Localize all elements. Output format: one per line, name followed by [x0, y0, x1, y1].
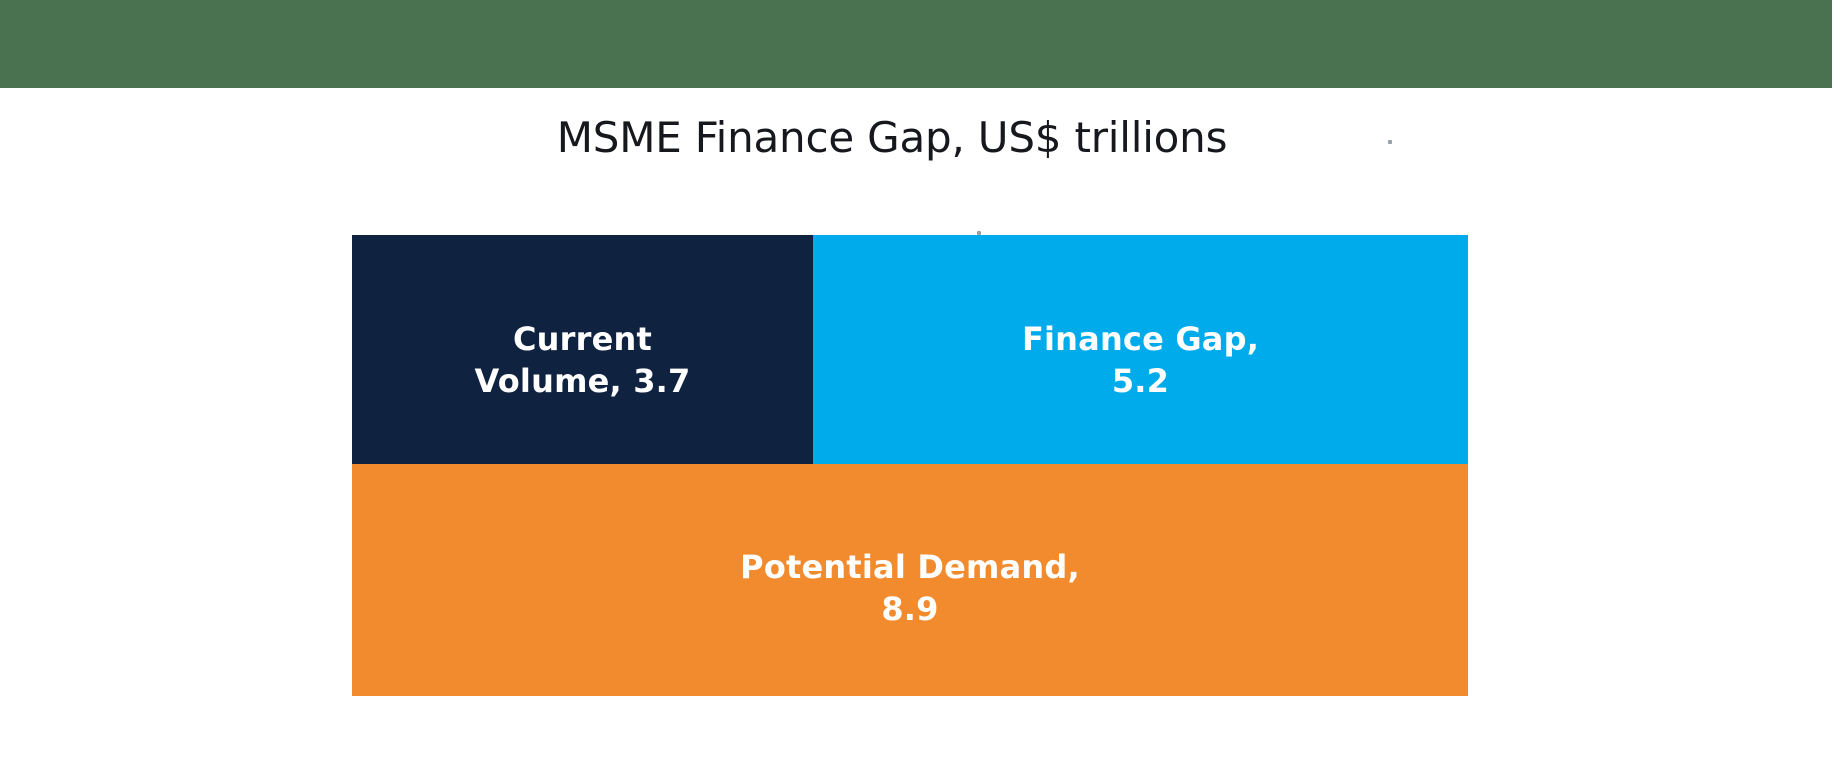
chart-row-bottom: Potential Demand, 8.9	[352, 464, 1468, 696]
bar-segment-current-volume-label: Current Volume, 3.7	[474, 319, 691, 400]
bar-segment-current-volume[interactable]: Current Volume, 3.7	[352, 235, 814, 464]
chart-title: MSME Finance Gap, US$ trillions	[556, 113, 1228, 162]
chart-plot-area: Current Volume, 3.7 Finance Gap, 5.2 Pot…	[352, 235, 1468, 696]
render-speck-upper	[977, 231, 981, 235]
bar-segment-potential-demand-label: Potential Demand, 8.9	[740, 548, 1080, 628]
bar-segment-potential-demand[interactable]: Potential Demand, 8.9	[352, 464, 1468, 696]
bar-segment-finance-gap[interactable]: Finance Gap, 5.2	[813, 235, 1468, 464]
chart-figure: MSME Finance Gap, US$ trillions Current …	[0, 88, 1832, 761]
top-green-banner	[0, 0, 1832, 88]
render-speck-title-right	[1388, 140, 1392, 144]
chart-row-top: Current Volume, 3.7 Finance Gap, 5.2	[352, 235, 1468, 464]
bar-segment-finance-gap-label: Finance Gap, 5.2	[1021, 319, 1260, 400]
